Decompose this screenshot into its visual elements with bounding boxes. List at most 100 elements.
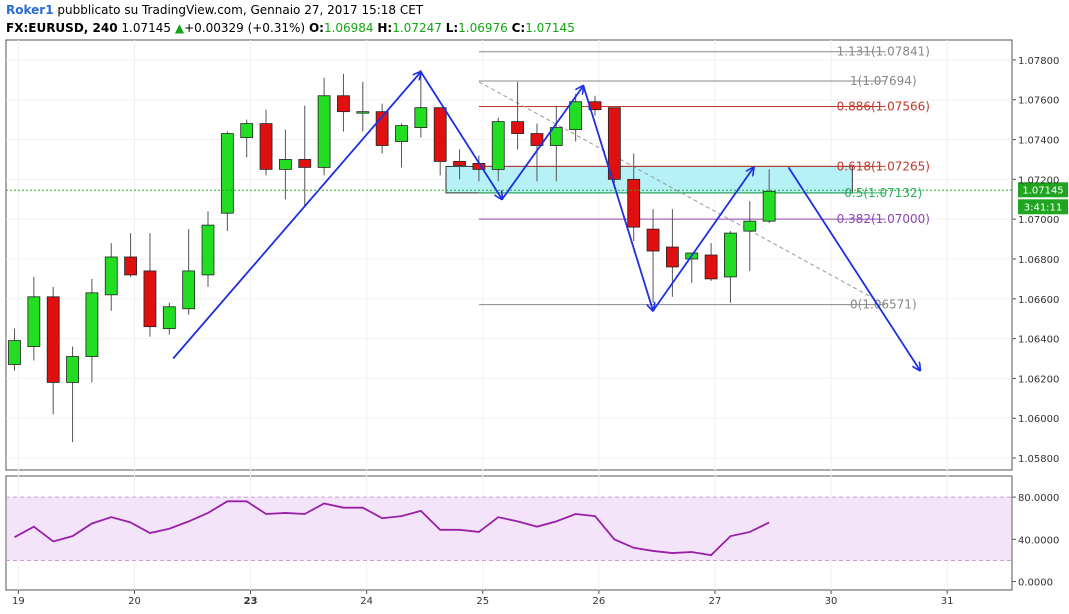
candle-body — [569, 101, 583, 130]
rsi-band — [7, 497, 1011, 561]
author-name[interactable]: Roker1 — [6, 3, 54, 17]
chart-frame — [5, 39, 1013, 591]
x-tick-label: 31 — [941, 596, 954, 607]
candle-body — [433, 107, 447, 162]
candle — [85, 278, 99, 383]
candle-body — [298, 159, 312, 168]
candle — [453, 149, 466, 180]
candle — [240, 119, 254, 158]
candle-body — [27, 296, 41, 347]
last-price-layer: 1.07145 3:41:11 — [6, 182, 1068, 215]
candle — [201, 211, 215, 287]
last-price-text: 1.07145 — [121, 21, 172, 35]
price-pane-border — [5, 39, 1013, 471]
candle — [162, 302, 176, 335]
change-text: +0.00329 (+0.31%) — [184, 21, 306, 35]
x-tick-label: 23 — [244, 596, 258, 607]
candle-body — [549, 127, 563, 146]
resistance-zone — [445, 165, 853, 194]
rsi-pane-border — [5, 475, 1013, 591]
candle-body — [491, 121, 505, 170]
candle-body — [240, 123, 254, 138]
candle — [743, 201, 757, 271]
candles — [8, 69, 776, 443]
candle-body — [201, 224, 215, 276]
candle — [569, 93, 583, 142]
candle-body — [356, 111, 370, 114]
x-tick-label: 26 — [593, 596, 606, 607]
y-tick-label: 1.06800 — [1018, 255, 1059, 266]
candle-body — [762, 190, 776, 222]
candle — [143, 233, 157, 337]
countdown-tag — [1018, 199, 1068, 215]
candle — [124, 233, 137, 277]
high-label: H: — [377, 21, 393, 35]
candle-body — [607, 107, 621, 180]
last-price-tag — [1018, 182, 1068, 198]
close-label: C: — [511, 21, 526, 35]
candle — [27, 276, 41, 361]
candle-body — [278, 159, 292, 170]
candle-body — [162, 306, 176, 330]
y-tick-label: 1.06600 — [1018, 295, 1059, 306]
x-tick-label: 30 — [825, 596, 838, 607]
candle-body — [453, 161, 466, 166]
fib-level-label: 1.131(1.07841) — [837, 45, 930, 59]
candle-body — [724, 232, 737, 278]
candle-body — [666, 246, 679, 268]
candle-body — [511, 121, 525, 134]
candle — [491, 117, 505, 182]
candle-body — [627, 178, 641, 228]
candle-body — [182, 270, 196, 310]
candle-body — [646, 228, 660, 252]
x-tick-label: 24 — [360, 596, 373, 607]
open-label: O: — [308, 21, 324, 35]
candle — [259, 109, 273, 176]
publication-line: Roker1 pubblicato su TradingView.com, Ge… — [6, 3, 423, 17]
y-tick-label: 1.07400 — [1018, 136, 1059, 147]
symbol-label[interactable]: FX:EURUSD, 240 — [6, 21, 118, 35]
candle — [66, 346, 79, 443]
low-value: 1.06976 — [458, 21, 508, 35]
rsi-tick-label: 40.0000 — [1018, 535, 1059, 546]
candle-body — [704, 254, 718, 280]
projection-arrow — [652, 167, 754, 312]
projection-arrows — [172, 72, 920, 371]
high-value: 1.07247 — [392, 21, 442, 35]
x-tick-label: 19 — [12, 596, 25, 607]
candle — [298, 105, 312, 208]
candle-body — [143, 270, 157, 328]
candle — [337, 73, 350, 132]
candle — [182, 229, 196, 315]
x-tick-label: 20 — [128, 596, 141, 607]
candle-body — [414, 107, 428, 128]
x-tick-label: 27 — [709, 596, 722, 607]
y-tick-label: 1.06000 — [1018, 414, 1059, 425]
candle — [395, 123, 408, 168]
candle — [724, 231, 737, 303]
dashed-trend-line — [478, 81, 886, 306]
candle — [104, 243, 118, 311]
published-text: pubblicato su TradingView.com, Gennaio 2… — [53, 3, 424, 17]
projection-arrow — [582, 85, 653, 311]
fib-level-label: 1(1.07694) — [850, 74, 917, 88]
candle-body — [395, 125, 408, 142]
y-tick-label: 1.05800 — [1018, 454, 1059, 465]
rsi-panel — [6, 496, 1012, 561]
y-tick-label: 1.07600 — [1018, 96, 1059, 107]
last-price-tag-label: 1.07145 — [1022, 185, 1063, 196]
fib-level-label: 0.886(1.07566) — [837, 99, 930, 113]
candle-body — [337, 95, 350, 113]
y-tick-label: 1.06400 — [1018, 335, 1059, 346]
close-value: 1.07145 — [525, 21, 575, 35]
projection-arrow — [501, 86, 583, 200]
resistance-zone-layer — [445, 165, 853, 194]
candle-body — [259, 123, 273, 170]
countdown-label: 3:41:11 — [1024, 202, 1063, 213]
axes: 1.05800 1.06000 1.06200 1.06400 1.06600 1.068… — [12, 56, 1059, 607]
candle-body — [530, 133, 544, 146]
candle — [317, 77, 331, 176]
y-tick-label: 1.07200 — [1018, 175, 1059, 186]
fib-level-label: 0(1.06571) — [850, 298, 917, 312]
